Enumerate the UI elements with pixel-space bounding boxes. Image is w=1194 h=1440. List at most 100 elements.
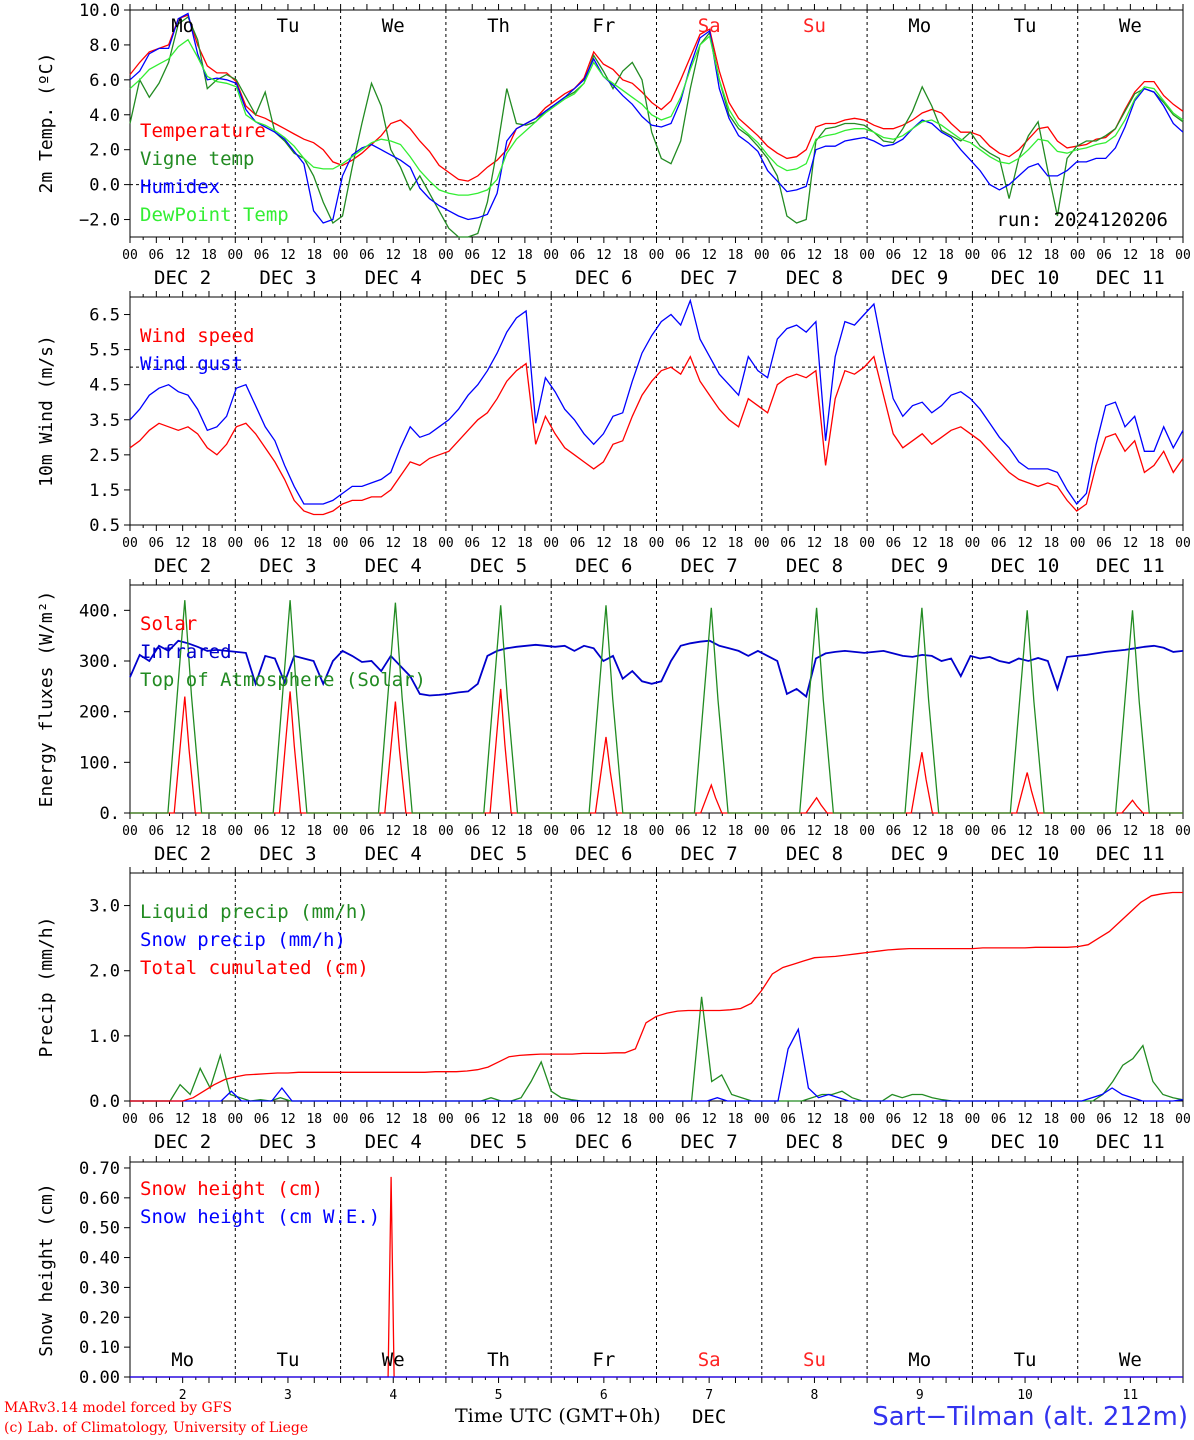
legend-entry: Top of Atmosphere (Solar) bbox=[140, 669, 426, 691]
day-label: Tu bbox=[277, 1349, 300, 1371]
panel-2: 6.5 5.5 4.5 3.5 2.5 1.5 0.5 10m Wind (m/s) Wind … bbox=[36, 291, 1191, 577]
date-label: DEC 10 bbox=[991, 555, 1060, 577]
hour-label: 18 bbox=[728, 248, 744, 263]
y-tick-label: 0.0 bbox=[89, 1092, 120, 1112]
hour-label: 18 bbox=[1149, 248, 1165, 263]
hour-label: 18 bbox=[517, 248, 533, 263]
date-label: DEC 4 bbox=[365, 267, 422, 289]
date-label: DEC 9 bbox=[891, 267, 948, 289]
legend-entry: Total cumulated (cm) bbox=[140, 957, 369, 979]
legend-entry: Wind speed bbox=[140, 325, 254, 347]
date-label: DEC 11 bbox=[1096, 555, 1165, 577]
date-label: DEC 3 bbox=[259, 267, 316, 289]
hour-label: 00 bbox=[122, 824, 138, 839]
date-label: DEC 3 bbox=[259, 1131, 316, 1153]
hour-label: 06 bbox=[570, 248, 586, 263]
hour-label: 18 bbox=[201, 1112, 217, 1127]
day-label: Th bbox=[487, 15, 510, 37]
hour-label: 18 bbox=[412, 536, 428, 551]
y-tick-label: 6.0 bbox=[89, 71, 120, 91]
y-tick-label: 2.0 bbox=[89, 962, 120, 982]
y-tick-label: 0.70 bbox=[79, 1159, 120, 1179]
legend-entry: Liquid precip (mm/h) bbox=[140, 901, 369, 923]
hour-label: 00 bbox=[965, 824, 981, 839]
hour-label: 06 bbox=[570, 1112, 586, 1127]
y-tick-label: 4.5 bbox=[89, 376, 120, 396]
y-tick-label: 1.5 bbox=[89, 481, 120, 501]
day-label: We bbox=[1119, 15, 1142, 37]
hour-label: 18 bbox=[622, 248, 638, 263]
hour-label: 18 bbox=[938, 248, 954, 263]
date-label: DEC 4 bbox=[365, 1131, 422, 1153]
hour-label: 12 bbox=[175, 824, 191, 839]
month-label: DEC bbox=[692, 1406, 726, 1428]
hour-label: 06 bbox=[991, 248, 1007, 263]
y-tick-label: 3.0 bbox=[89, 897, 120, 917]
y-axis-label: 2m Temp. (ºC) bbox=[36, 53, 57, 194]
hour-label: 06 bbox=[464, 248, 480, 263]
series-line-0 bbox=[129, 14, 1184, 182]
day-label: Mo bbox=[171, 15, 194, 37]
date-label: DEC 5 bbox=[470, 267, 527, 289]
hour-label: 18 bbox=[306, 536, 322, 551]
day-number: 9 bbox=[916, 1388, 924, 1403]
date-label: DEC 7 bbox=[681, 843, 738, 865]
date-label: DEC 5 bbox=[470, 1131, 527, 1153]
hour-label: 18 bbox=[412, 1112, 428, 1127]
hour-label: 12 bbox=[280, 1112, 296, 1127]
hour-label: 00 bbox=[859, 536, 875, 551]
panel-1: 10.0 8.0 6.0 4.0 2.0 0.0 −2.0 2m Temp. (ºC) Temp… bbox=[36, 1, 1191, 289]
hour-label: 12 bbox=[807, 824, 823, 839]
hour-label: 06 bbox=[148, 248, 164, 263]
hour-label: 12 bbox=[807, 536, 823, 551]
date-label: DEC 8 bbox=[786, 1131, 843, 1153]
hour-label: 06 bbox=[991, 824, 1007, 839]
hour-label: 12 bbox=[912, 1112, 928, 1127]
hour-label: 06 bbox=[359, 536, 375, 551]
hour-label: 00 bbox=[543, 1112, 559, 1127]
legend-entry: Solar bbox=[140, 613, 197, 635]
hour-label: 06 bbox=[780, 824, 796, 839]
hour-label: 12 bbox=[1123, 248, 1139, 263]
hour-label: 00 bbox=[333, 536, 349, 551]
y-tick-label: 200. bbox=[79, 703, 120, 723]
hour-label: 18 bbox=[833, 1112, 849, 1127]
y-tick-label: 3.5 bbox=[89, 411, 120, 431]
hour-label: 12 bbox=[807, 1112, 823, 1127]
hour-label: 00 bbox=[965, 248, 981, 263]
date-label: DEC 2 bbox=[154, 1131, 211, 1153]
legend-entry: Snow height (cm W.E.) bbox=[140, 1206, 380, 1228]
hour-label: 06 bbox=[780, 248, 796, 263]
date-label: DEC 3 bbox=[259, 843, 316, 865]
y-axis-label: Precip (mm/h) bbox=[36, 917, 57, 1058]
day-number: 10 bbox=[1017, 1388, 1033, 1403]
day-number: 7 bbox=[705, 1388, 713, 1403]
y-tick-label: 0.0 bbox=[89, 176, 120, 196]
hour-label: 06 bbox=[780, 1112, 796, 1127]
hour-label: 06 bbox=[254, 536, 270, 551]
day-label: Mo bbox=[171, 1349, 194, 1371]
hour-label: 12 bbox=[596, 536, 612, 551]
hour-label: 06 bbox=[675, 248, 691, 263]
y-tick-label: 0.40 bbox=[79, 1249, 120, 1269]
y-tick-label: 8.0 bbox=[89, 36, 120, 56]
y-tick-label: 2.0 bbox=[89, 141, 120, 161]
hour-label: 06 bbox=[1096, 536, 1112, 551]
hour-label: 12 bbox=[175, 248, 191, 263]
hour-label: 18 bbox=[1044, 1112, 1060, 1127]
hour-label: 18 bbox=[938, 536, 954, 551]
hour-label: 18 bbox=[1044, 536, 1060, 551]
series-line-2 bbox=[130, 891, 1183, 1102]
legend-entry: Wind gust bbox=[140, 353, 243, 375]
hour-label: 00 bbox=[649, 248, 665, 263]
date-label: DEC 5 bbox=[470, 843, 527, 865]
panel-3: 400. 300. 200. 100. 0. Energy fluxes (W/m²) So… bbox=[36, 579, 1191, 865]
hour-label: 12 bbox=[1123, 1112, 1139, 1127]
hour-label: 06 bbox=[570, 824, 586, 839]
hour-label: 18 bbox=[622, 1112, 638, 1127]
hour-label: 18 bbox=[1149, 536, 1165, 551]
legend-entry: DewPoint Temp bbox=[140, 204, 289, 226]
day-label: Tu bbox=[1014, 15, 1037, 37]
day-label: We bbox=[382, 1349, 405, 1371]
legend-entry: Infrared bbox=[140, 641, 232, 663]
